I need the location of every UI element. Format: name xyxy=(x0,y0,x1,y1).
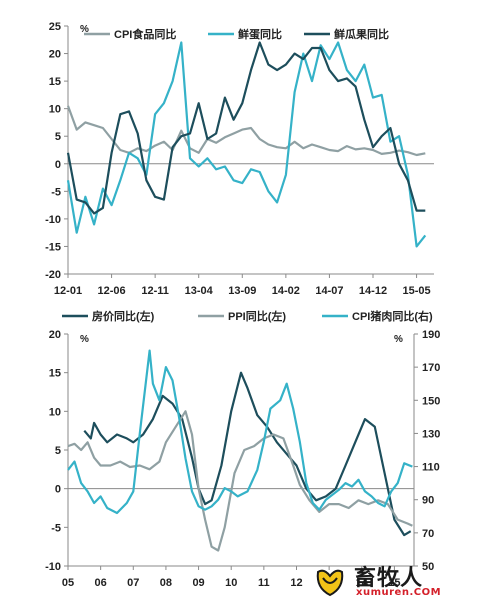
chart2-right-tick-label: 70 xyxy=(422,528,434,540)
chart2-x-tick-label: 06 xyxy=(95,577,107,589)
watermark-chinese-text: 畜牧人 xyxy=(354,566,424,591)
chart2-series-group xyxy=(67,349,413,552)
chart2-right-tick-label: 50 xyxy=(422,561,434,573)
chart1-x-tick-label: 13-04 xyxy=(185,285,214,297)
chart2-x-tick-label: 14 xyxy=(356,577,369,589)
chart-food-cpi: 25 20 15 10 5 0 -5 -10 -15 -20 12-01 12-06 12-11 13-0… xyxy=(45,21,434,297)
chart1-y-tick-label: 20 xyxy=(49,49,61,61)
chart1-legend-label: 鲜蛋同比 xyxy=(238,27,282,41)
watermark-logo-icon xyxy=(316,569,344,597)
chart2-x-tick-label: 11 xyxy=(258,577,270,589)
chart1-series-line-1 xyxy=(66,105,426,157)
watermark-english-text: xumuren.COM xyxy=(356,587,442,598)
chart1-series-line-3 xyxy=(66,41,426,215)
chart2-x-tick-label: 12 xyxy=(290,577,302,589)
chart1-y-tick-label: 25 xyxy=(49,21,61,33)
chart2-right-tick-label: 170 xyxy=(422,362,440,374)
chart2-x-tick-label: 10 xyxy=(225,577,237,589)
chart1-x-tick-label: 13-09 xyxy=(228,285,256,297)
chart1-series-group xyxy=(66,41,427,248)
chart1-y-tick-label: -15 xyxy=(45,241,61,253)
chart2-x-tick-label: 15 xyxy=(388,577,400,589)
chart2-x-tick-label: 09 xyxy=(192,577,204,589)
chart2-legend: 房价同比(左) PPI同比(左) CPI猪肉同比(右) xyxy=(62,309,433,323)
chart2-series-line-1 xyxy=(83,371,412,537)
chart2-right-unit-label: % xyxy=(394,334,403,345)
chart2-x-tick-label: 05 xyxy=(62,577,74,589)
chart2-left-tick-label: 15 xyxy=(49,368,61,380)
chart2-left-tick-label: -10 xyxy=(45,561,61,573)
chart1-x-tick-label: 12-11 xyxy=(141,285,169,297)
chart1-series-line-2 xyxy=(66,41,427,248)
chart2-right-tick-label: 150 xyxy=(422,395,440,407)
chart2-x-tick-label: 08 xyxy=(160,577,172,589)
chart2-right-tick-label: 90 xyxy=(422,495,434,507)
chart2-left-unit-label: % xyxy=(80,334,89,345)
chart1-y-tick-label: -10 xyxy=(45,214,61,226)
chart2-legend-label: CPI猪肉同比(右) xyxy=(352,309,433,323)
chart1-y-tick-label: 5 xyxy=(55,131,61,143)
chart1-x-tick-label: 15-05 xyxy=(403,285,431,297)
chart2-legend-label: 房价同比(左) xyxy=(92,309,155,323)
chart1-y-tick-label: -20 xyxy=(45,269,61,281)
chart1-legend: CPI食品同比 鲜蛋同比 鲜瓜果同比 xyxy=(84,27,389,41)
chart2-x-tick-label: 07 xyxy=(127,577,139,589)
chart1-legend-label: 鲜瓜果同比 xyxy=(334,27,389,41)
chart2-left-tick-label: 20 xyxy=(49,329,61,341)
chart2-left-tick-label: 10 xyxy=(49,406,61,418)
chart2-left-tick-label: -5 xyxy=(51,522,61,534)
watermark: 畜牧人 xumuren.COM xyxy=(310,560,480,602)
chart1-legend-label: CPI食品同比 xyxy=(114,27,176,41)
chart1-axes: 25 20 15 10 5 0 -5 -10 -15 -20 12-01 12-06 12-11 13-0… xyxy=(45,21,434,297)
chart2-left-tick-label: 0 xyxy=(55,484,61,496)
chart1-x-tick-label: 14-12 xyxy=(359,285,387,297)
chart2-series-line-3 xyxy=(67,349,413,515)
chart1-y-tick-label: 15 xyxy=(49,76,61,88)
chart1-y-tick-label: 10 xyxy=(49,104,61,116)
chart1-y-tick-label: 0 xyxy=(55,159,61,171)
chart2-left-tick-label: 5 xyxy=(55,445,61,457)
chart1-y-tick-label: -5 xyxy=(51,186,61,198)
chart1-x-tick-label: 12-01 xyxy=(54,285,82,297)
chart1-x-tick-label: 14-07 xyxy=(315,285,343,297)
chart1-unit-label: % xyxy=(80,24,89,35)
chart1-x-tick-label: 12-06 xyxy=(98,285,126,297)
chart2-right-tick-label: 110 xyxy=(422,462,440,474)
chart2-right-tick-label: 190 xyxy=(422,329,440,341)
chart2-legend-label: PPI同比(左) xyxy=(228,309,286,323)
chart2-right-tick-label: 130 xyxy=(422,428,440,440)
chart2-series-line-2 xyxy=(67,410,413,552)
chart1-x-tick-label: 14-02 xyxy=(272,285,300,297)
